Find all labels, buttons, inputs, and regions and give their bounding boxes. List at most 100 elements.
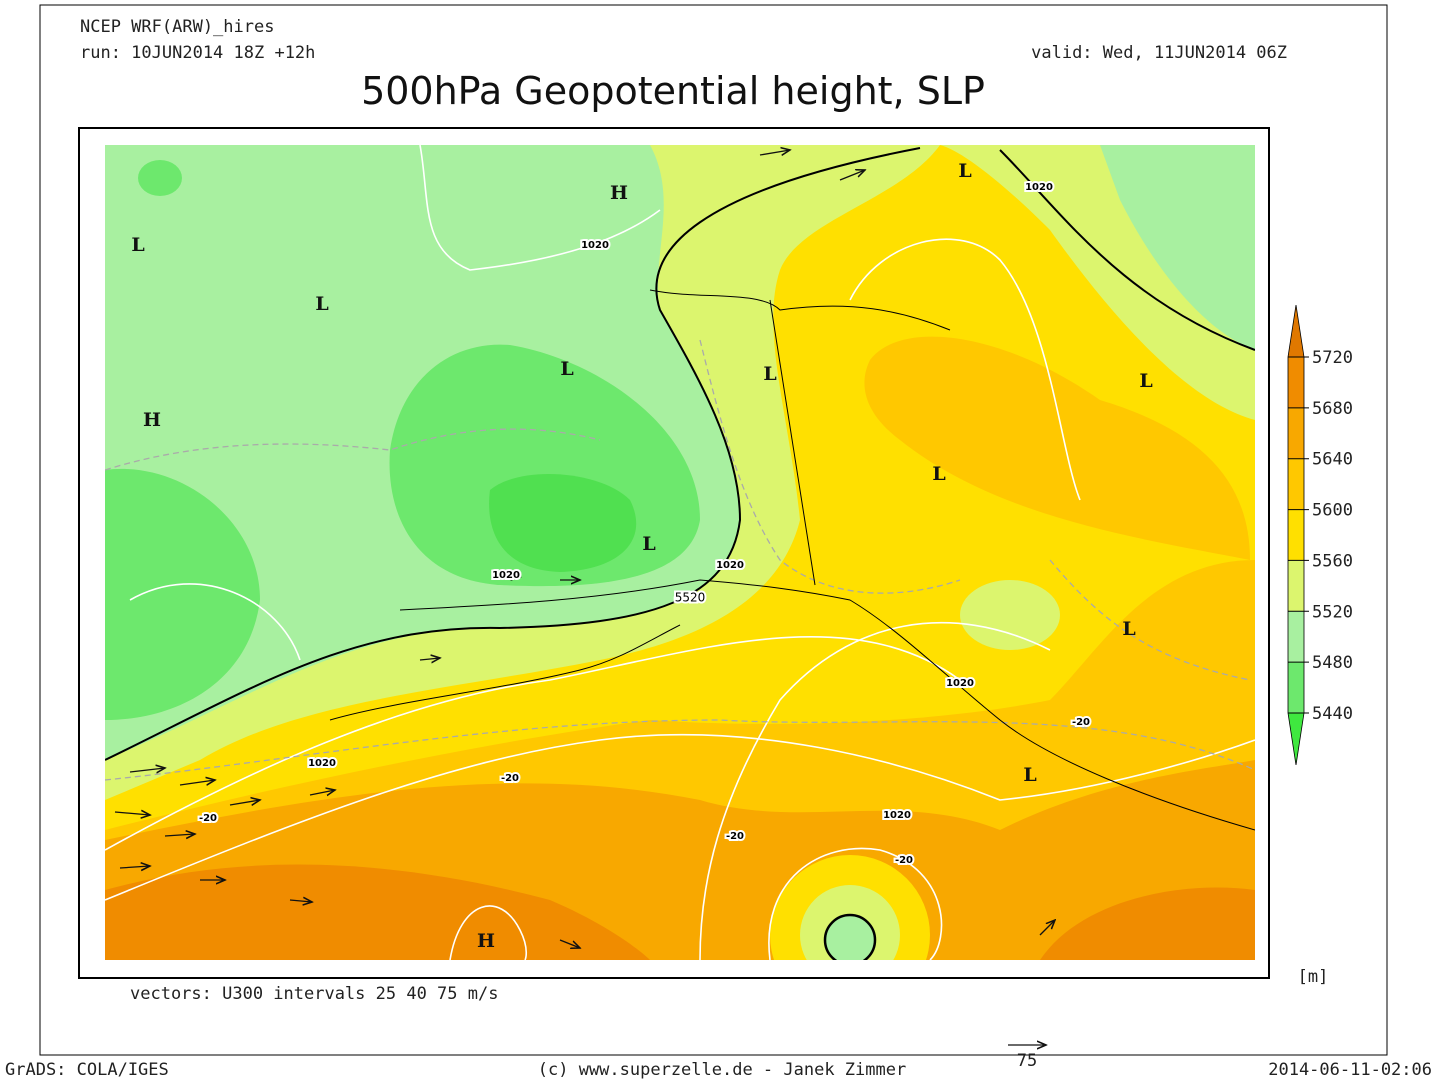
pressure-center: L: [315, 293, 328, 315]
pressure-center: L: [642, 533, 655, 555]
vectors-note: vectors: U300 intervals 25 40 75 m/s: [130, 984, 498, 1004]
software-credit: GrADS: COLA/IGES: [5, 1060, 169, 1080]
valid-time: valid: Wed, 11JUN2014 06Z: [1031, 43, 1287, 63]
run-info: run: 10JUN2014 18Z +12h: [80, 43, 315, 63]
contour-label: -20: [199, 813, 217, 824]
field: [105, 864, 650, 960]
wind-arrow: [119, 866, 150, 868]
contour-labels: 1020 1020 1020 1020 5520 1020 -20 1020 -…: [197, 180, 1092, 868]
wind-arrow: [164, 834, 195, 836]
outer-border: [39, 4, 1388, 1056]
pressure-center: L: [763, 363, 776, 385]
colorbar-segment: [1288, 357, 1304, 408]
wind-arrow: [839, 170, 865, 181]
wind-arrow: [129, 768, 165, 772]
border-line: [769, 299, 816, 586]
pressure-center: L: [1023, 764, 1036, 786]
model-name: NCEP WRF(ARW)_hires: [80, 17, 274, 37]
isobar: [419, 145, 661, 271]
colorbar-segment: [1288, 662, 1304, 713]
field: [823, 913, 877, 960]
height-contour: [999, 149, 1255, 351]
pressure-center: H: [477, 930, 495, 952]
colorbar-extension: [1288, 305, 1304, 357]
wind-arrow: [759, 150, 790, 155]
field: [1100, 145, 1255, 350]
field: [864, 336, 1250, 560]
colorbar-tick-label: 5480: [1312, 653, 1353, 673]
pressure-center: L: [1122, 618, 1135, 640]
pressure-center: L: [932, 463, 945, 485]
field: [1040, 887, 1255, 960]
contour-label: 1020: [581, 240, 609, 251]
colorbar-extension: [1288, 713, 1304, 765]
wind-arrow: [419, 658, 440, 660]
colorbar-unit: [m]: [1298, 967, 1329, 987]
contour-label: -20: [895, 855, 913, 866]
colorbar-segment: [1288, 560, 1304, 612]
contour-label: -20: [1072, 717, 1090, 728]
field: [489, 473, 637, 572]
isobar: [129, 583, 301, 661]
colorbar-tick-label: 5520: [1312, 602, 1353, 622]
colorbar-segment: [1288, 458, 1304, 510]
field: [960, 580, 1060, 650]
contour-label: -20: [726, 831, 744, 842]
colorbar-tick-label: 5440: [1312, 704, 1353, 724]
thickness-line: [105, 428, 601, 471]
timestamp: 2014-06-11-02:06: [1268, 1060, 1432, 1080]
field: [105, 468, 260, 720]
coastline: [329, 624, 681, 721]
colorbar-segment: [1288, 509, 1304, 561]
wind-arrow: [114, 812, 150, 815]
colorbar-tick-label: 5560: [1312, 551, 1353, 571]
wind-arrow: [289, 900, 312, 902]
pressure-centers: L H L L L H L L L L L L H: [131, 160, 1152, 952]
colorbar-tick-label: 5680: [1312, 399, 1353, 419]
height-contour: [105, 147, 921, 761]
wind-arrow: [229, 800, 260, 805]
contour-label: 5520: [675, 591, 706, 605]
title: 500hPa Geopotential height, SLP: [361, 69, 985, 113]
pressure-center: H: [610, 182, 628, 204]
wind-arrow: [179, 780, 215, 785]
isobar: [105, 636, 961, 851]
wind-arrow: [559, 939, 580, 948]
colorbar: 5440 5480 5520 5560 5600 5640 5680 5720: [1287, 304, 1353, 766]
wind-vectors: [114, 150, 1055, 948]
isobar: [849, 238, 1081, 501]
isobar: [768, 847, 943, 960]
pressure-center: L: [1139, 370, 1152, 392]
wind-arrow: [1039, 920, 1055, 936]
wind-arrow: [309, 790, 335, 795]
contour-label: 1020: [492, 570, 520, 581]
contour-label: -20: [501, 773, 519, 784]
contour-label: 1020: [308, 758, 336, 769]
coastline: [649, 289, 951, 331]
isobar: [699, 622, 1051, 960]
isobar: [449, 905, 528, 960]
contour-label: 1020: [1025, 182, 1053, 193]
contour-label: 1020: [946, 678, 974, 689]
colorbar-segment: [1288, 611, 1304, 663]
colorbar-tick-label: 5600: [1312, 501, 1353, 521]
field: [138, 160, 182, 196]
reference-vector-label: 75: [1017, 1051, 1037, 1071]
map-area: L H L L L H L L L L L L H 1020 1020 1020…: [105, 145, 1255, 960]
coastline: [399, 579, 1255, 831]
thickness-line: [1049, 559, 1251, 681]
map-frame: [78, 127, 1270, 979]
colorbar-segment: [1288, 407, 1304, 459]
thickness-line: [699, 339, 961, 594]
pressure-center: L: [958, 160, 971, 182]
pressure-center: H: [143, 409, 161, 431]
contour-label: 1020: [883, 810, 911, 821]
contour-label: 1020: [716, 560, 744, 571]
author-credit: (c) www.superzelle.de - Janek Zimmer: [538, 1060, 906, 1080]
colorbar-tick-label: 5640: [1312, 450, 1353, 470]
pressure-center: L: [560, 358, 573, 380]
pressure-center: L: [131, 234, 144, 256]
colorbar-tick-label: 5720: [1312, 348, 1353, 368]
